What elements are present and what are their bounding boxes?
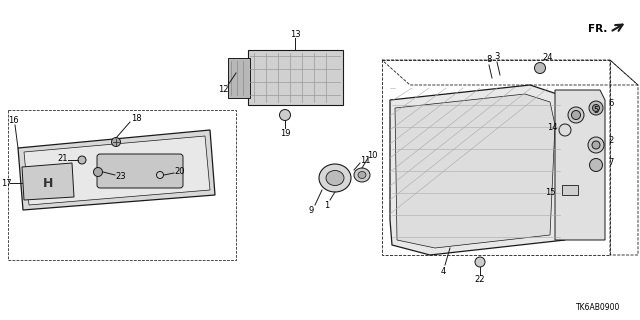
Circle shape bbox=[559, 124, 571, 136]
Text: 19: 19 bbox=[280, 129, 291, 138]
Text: 1: 1 bbox=[324, 201, 330, 210]
Text: 8: 8 bbox=[486, 54, 492, 63]
Text: FR.: FR. bbox=[588, 24, 607, 34]
Text: 5: 5 bbox=[593, 106, 598, 115]
Circle shape bbox=[572, 110, 580, 119]
Ellipse shape bbox=[326, 171, 344, 186]
Circle shape bbox=[588, 137, 604, 153]
Ellipse shape bbox=[319, 164, 351, 192]
Text: 13: 13 bbox=[290, 29, 300, 38]
Bar bbox=[228, 58, 250, 98]
Polygon shape bbox=[22, 163, 74, 200]
Circle shape bbox=[111, 138, 120, 147]
Text: 9: 9 bbox=[308, 205, 314, 214]
Bar bbox=[8, 110, 236, 260]
Text: 16: 16 bbox=[8, 116, 19, 124]
Circle shape bbox=[93, 167, 102, 177]
Ellipse shape bbox=[358, 172, 366, 179]
Circle shape bbox=[534, 62, 545, 74]
Circle shape bbox=[280, 109, 291, 121]
Text: 3: 3 bbox=[494, 52, 500, 60]
Circle shape bbox=[589, 101, 603, 115]
Circle shape bbox=[78, 156, 86, 164]
Text: 14: 14 bbox=[547, 123, 557, 132]
Circle shape bbox=[157, 172, 163, 179]
Text: 23: 23 bbox=[116, 172, 126, 180]
Text: 6: 6 bbox=[608, 99, 614, 108]
Text: 18: 18 bbox=[131, 114, 141, 123]
Bar bbox=[562, 185, 578, 195]
Circle shape bbox=[568, 107, 584, 123]
Text: 17: 17 bbox=[1, 179, 12, 188]
Polygon shape bbox=[555, 90, 605, 240]
Text: 20: 20 bbox=[175, 166, 185, 175]
Text: 12: 12 bbox=[218, 84, 228, 93]
Ellipse shape bbox=[354, 168, 370, 182]
Text: 11: 11 bbox=[360, 156, 371, 164]
Text: 22: 22 bbox=[475, 276, 485, 284]
FancyBboxPatch shape bbox=[97, 154, 183, 188]
Text: TK6AB0900: TK6AB0900 bbox=[576, 303, 620, 313]
Text: 10: 10 bbox=[367, 150, 377, 159]
Text: 2: 2 bbox=[609, 135, 614, 145]
Circle shape bbox=[475, 257, 485, 267]
Circle shape bbox=[589, 158, 602, 172]
Polygon shape bbox=[18, 130, 215, 210]
Polygon shape bbox=[395, 94, 555, 248]
Text: H: H bbox=[43, 177, 53, 189]
Circle shape bbox=[593, 105, 600, 111]
Text: 7: 7 bbox=[608, 157, 614, 166]
Text: 24: 24 bbox=[543, 52, 553, 61]
Polygon shape bbox=[24, 136, 210, 205]
Bar bbox=[248, 50, 343, 105]
Text: 4: 4 bbox=[440, 268, 445, 276]
Circle shape bbox=[592, 141, 600, 149]
Text: 21: 21 bbox=[58, 154, 68, 163]
Polygon shape bbox=[390, 85, 570, 255]
Text: 15: 15 bbox=[545, 188, 556, 196]
